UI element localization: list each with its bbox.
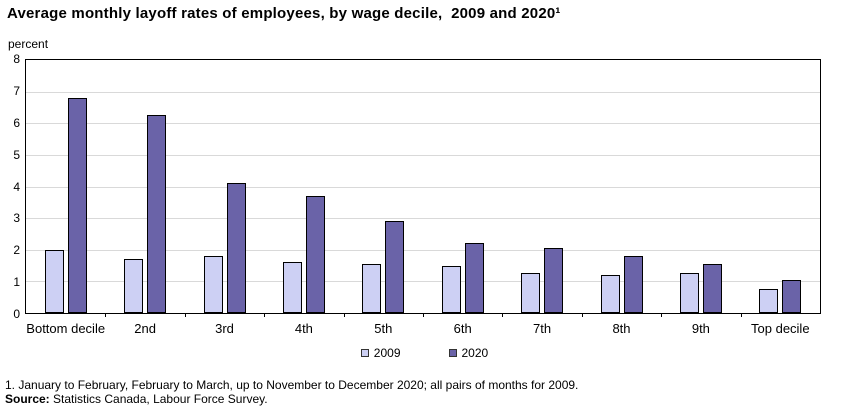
x-tick-label-7th: 7th <box>533 321 552 336</box>
y-tick-label-6: 6 <box>13 115 20 130</box>
legend-label-2020: 2020 <box>461 346 489 360</box>
legend-swatch-2020 <box>448 349 457 357</box>
bar-2009-top-decile <box>759 289 779 313</box>
bar-2009-7th <box>521 273 541 313</box>
y-axis-unit-label: percent <box>8 37 49 51</box>
bar-2020-bottom-decile <box>67 97 87 313</box>
plot-area <box>25 59 821 317</box>
x-axis-tick <box>184 313 186 317</box>
bar-2020-5th <box>385 221 405 313</box>
x-axis: Bottom decile 2nd 3rd 4th 5th 6th 7th 8th 9th Top… <box>25 321 823 337</box>
x-tick-label-8th: 8th <box>612 321 631 336</box>
chart-title: Average monthly layoff rates of employee… <box>7 5 561 22</box>
x-axis-tick <box>423 313 424 317</box>
x-tick-label-2nd: 2nd <box>134 321 156 336</box>
y-tick-label-2: 2 <box>13 243 20 258</box>
y-tick-label-5: 5 <box>13 147 20 162</box>
source-line: Source: Statistics Canada, Labour Force … <box>5 391 578 407</box>
y-tick-label-3: 3 <box>13 211 20 226</box>
gridline-3 <box>26 218 820 220</box>
legend-item-2009: 2009 <box>360 346 401 360</box>
bar-2020-9th <box>702 263 722 313</box>
x-axis-tick <box>502 313 504 317</box>
x-tick-label-9th: 9th <box>691 321 710 336</box>
legend-label-2009: 2009 <box>373 346 401 360</box>
bar-2009-4th <box>282 262 302 313</box>
bar-2009-6th <box>441 265 461 313</box>
x-tick-label-bottom-decile: Bottom decile <box>26 321 106 336</box>
bar-2020-6th <box>464 243 484 313</box>
footnote-1: 1. January to February, February to Marc… <box>5 378 579 392</box>
bar-2009-5th <box>362 263 382 313</box>
bar-2009-2nd <box>124 259 144 313</box>
bar-2020-4th <box>305 196 325 313</box>
bar-2009-bottom-decile <box>44 249 64 313</box>
gridline-7 <box>26 91 820 93</box>
bar-2009-9th <box>679 273 699 313</box>
y-tick-label-0: 0 <box>13 307 20 321</box>
bar-2020-7th <box>544 248 564 313</box>
x-tick-label-4th: 4th <box>294 321 313 336</box>
gridline-4 <box>26 186 820 188</box>
y-axis: 0 1 2 3 4 5 6 7 8 <box>0 53 20 321</box>
x-axis-tick <box>740 313 742 317</box>
x-tick-label-6th: 6th <box>453 321 472 336</box>
x-axis-tick <box>343 313 345 317</box>
x-tick-label-5th: 5th <box>374 321 393 336</box>
footnotes: 1. January to February, February to Marc… <box>5 378 579 407</box>
y-tick-label-7: 7 <box>13 83 20 98</box>
x-tick-label-3rd: 3rd <box>215 321 234 336</box>
gridline-5 <box>26 154 820 156</box>
gridline-2 <box>26 249 820 251</box>
bar-2020-top-decile <box>782 279 802 313</box>
bar-2009-3rd <box>203 256 223 313</box>
gridline-1 <box>26 281 820 283</box>
x-axis-tick <box>661 313 663 317</box>
x-axis-tick <box>581 313 583 317</box>
y-tick-label-4: 4 <box>13 179 20 194</box>
bar-2020-2nd <box>147 115 167 313</box>
legend: 2009 2020 <box>0 346 849 360</box>
source-text: Statistics Canada, Labour Force Survey. <box>49 391 268 406</box>
bar-2020-8th <box>623 256 643 313</box>
x-tick-label-top-decile: Top decile <box>751 321 810 336</box>
y-tick-label-1: 1 <box>13 275 20 290</box>
x-axis-tick <box>264 313 266 317</box>
y-tick-label-8: 8 <box>13 52 20 66</box>
x-axis-tick <box>105 313 107 317</box>
bar-2020-3rd <box>226 183 246 313</box>
bar-2009-8th <box>600 275 620 313</box>
source-label: Source: <box>5 391 50 406</box>
legend-item-2020: 2020 <box>448 346 489 360</box>
legend-swatch-2009 <box>360 349 369 357</box>
gridline-6 <box>26 123 820 125</box>
